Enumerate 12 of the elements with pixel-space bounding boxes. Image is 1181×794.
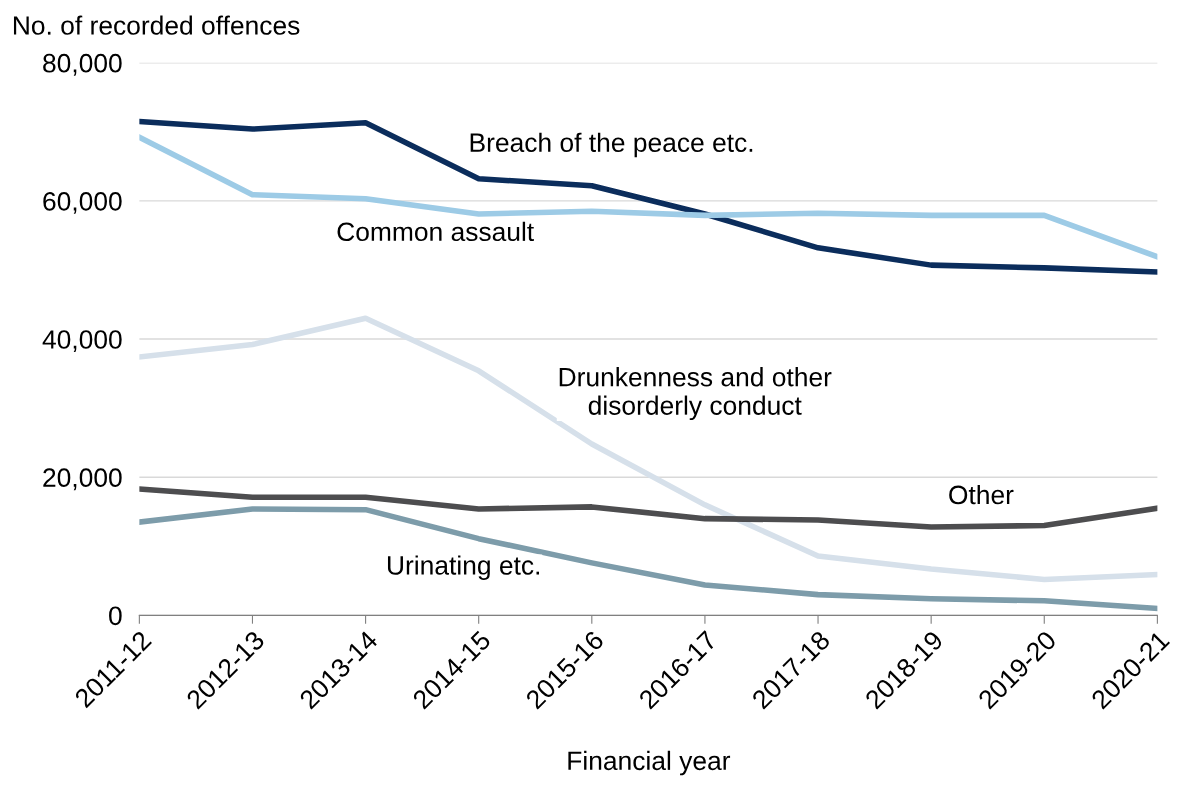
y-tick-label: 60,000 (43, 192, 122, 214)
x-axis-title: Financial year (568, 750, 731, 776)
series-label: Urinating etc. (387, 555, 540, 580)
y-axis-title: No. of recorded offences (13, 15, 300, 35)
y-tick-label: 20,000 (43, 468, 122, 491)
y-tick-label: 40,000 (42, 330, 122, 352)
series-label: Breach of the peace etc. (470, 132, 753, 158)
y-tick-label: 80,000 (43, 53, 122, 76)
y-tick-label: 0 (109, 606, 122, 626)
series-label: Drunkenness and other disorderly conduct (559, 367, 832, 421)
series-label: Common assault (337, 221, 534, 242)
series-label: Other (949, 484, 1014, 505)
